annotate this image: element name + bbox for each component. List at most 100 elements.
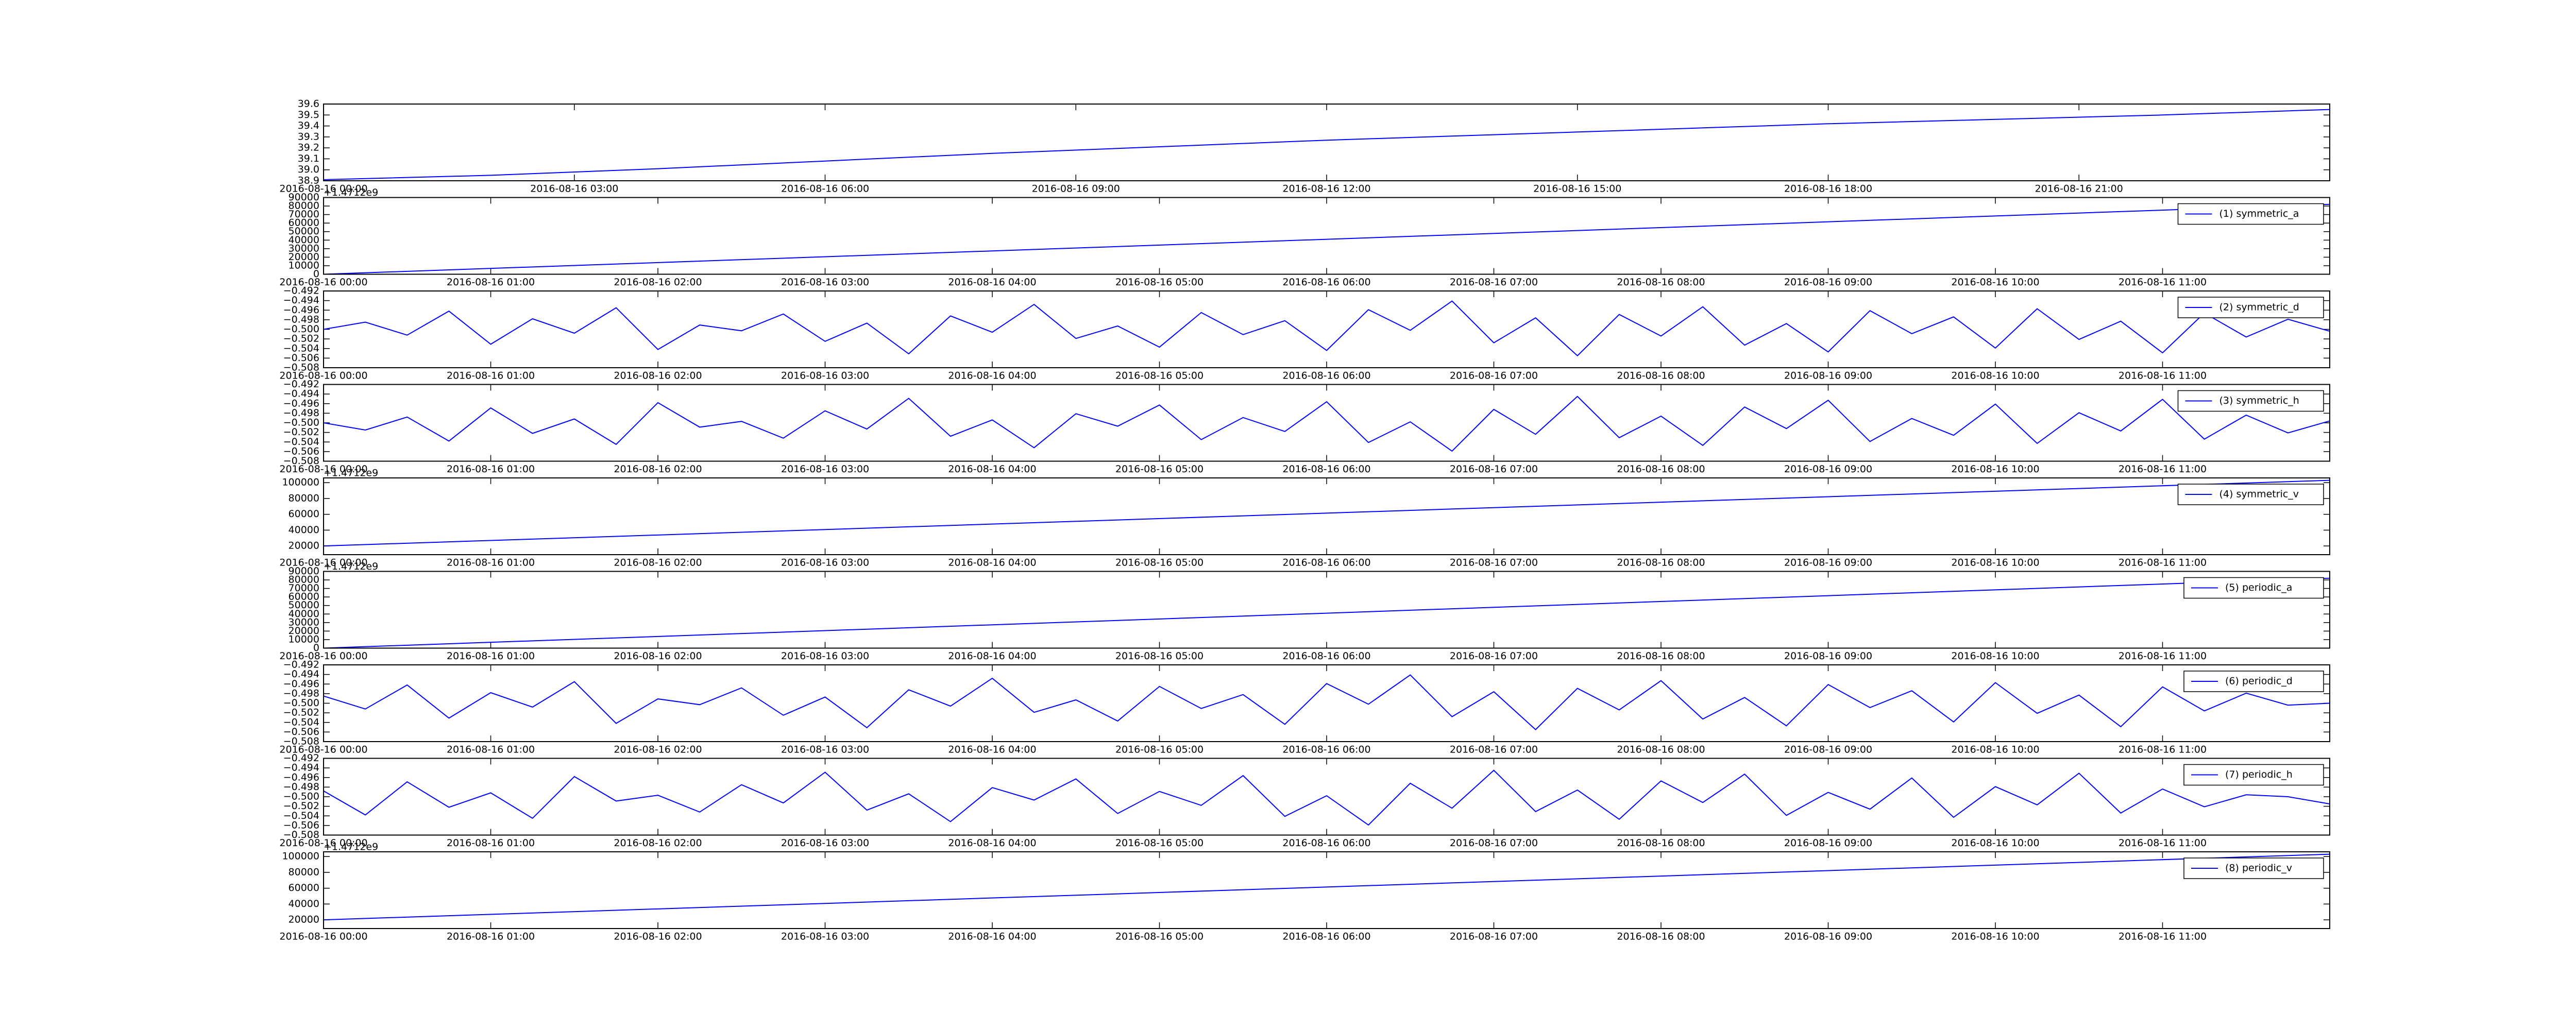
x-tick-label: 2016-08-16 03:00	[530, 183, 618, 195]
y-tick-label: 80000	[289, 866, 319, 878]
plot-area	[324, 291, 2330, 368]
x-tick-label: 2016-08-16 01:00	[447, 370, 535, 382]
y-tick-label: 100000	[282, 851, 319, 862]
y-tick-label: −0.500	[283, 417, 319, 428]
axes-frame	[323, 104, 2330, 181]
y-tick-label: 100000	[282, 477, 319, 488]
x-tick-label: 2016-08-16 10:00	[1951, 931, 2039, 942]
x-tick-label: 2016-08-16 12:00	[1282, 183, 1370, 195]
plot-area	[324, 758, 2330, 835]
series-line	[323, 396, 2330, 452]
x-tick-label: 2016-08-16 07:00	[1450, 931, 1538, 942]
x-tick-label: 2016-08-16 08:00	[1617, 464, 1705, 475]
x-tick-label: 2016-08-16 08:00	[1617, 557, 1705, 569]
x-tick-label: 2016-08-16 04:00	[948, 557, 1036, 569]
y-tick-label: 10000	[289, 633, 319, 645]
x-tick-label: 2016-08-16 07:00	[1450, 837, 1538, 849]
x-tick-label: 2016-08-16 05:00	[1115, 277, 1204, 288]
y-tick-label: −0.494	[283, 295, 319, 306]
x-tick-label: 2016-08-16 09:00	[1784, 557, 1872, 569]
y-offset-label: +1.4712e9	[324, 561, 378, 572]
x-tick-label: 2016-08-16 10:00	[1951, 837, 2039, 849]
x-tick-label: 2016-08-16 07:00	[1450, 370, 1538, 382]
x-tick-label: 2016-08-16 08:00	[1617, 744, 1705, 756]
y-tick-label: −0.506	[283, 819, 319, 831]
y-tick-label: −0.502	[283, 800, 319, 812]
y-tick-label: 39.0	[298, 164, 319, 175]
x-tick-label: 2016-08-16 00:00	[279, 464, 367, 475]
y-tick-label: 90000	[289, 192, 319, 203]
x-tick-label: 2016-08-16 03:00	[781, 557, 869, 569]
y-tick-label: 39.4	[298, 120, 319, 131]
x-tick-label: 2016-08-16 00:00	[279, 650, 367, 662]
y-tick-label: −0.500	[283, 791, 319, 802]
axes-frame	[323, 290, 2330, 368]
x-tick-label: 2016-08-16 00:00	[279, 931, 367, 942]
x-tick-label: 2016-08-16 05:00	[1115, 744, 1204, 756]
x-tick-label: 2016-08-16 01:00	[447, 650, 535, 662]
y-tick-label: 20000	[289, 914, 319, 925]
x-tick-label: 2016-08-16 01:00	[447, 277, 535, 288]
x-tick-label: 2016-08-16 09:00	[1784, 931, 1872, 942]
y-tick-label: 0	[313, 268, 319, 280]
x-tick-label: 2016-08-16 07:00	[1450, 557, 1538, 569]
x-tick-label: 2016-08-16 11:00	[2119, 837, 2207, 849]
x-tick-label: 2016-08-16 07:00	[1450, 464, 1538, 475]
y-tick-label: 39.2	[298, 142, 319, 153]
x-tick-label: 2016-08-16 02:00	[614, 277, 702, 288]
y-tick-label: −0.506	[283, 445, 319, 457]
x-tick-label: 2016-08-16 02:00	[614, 464, 702, 475]
axes-frame	[323, 384, 2330, 462]
series-line	[323, 674, 2330, 731]
y-tick-label: −0.498	[283, 688, 319, 699]
x-tick-label: 2016-08-16 08:00	[1617, 370, 1705, 382]
y-tick-label: 39.1	[298, 153, 319, 164]
x-tick-label: 2016-08-16 09:00	[1784, 464, 1872, 475]
x-tick-label: 2016-08-16 01:00	[447, 931, 535, 942]
x-tick-label: 2016-08-16 08:00	[1617, 931, 1705, 942]
y-tick-label: −0.492	[283, 285, 319, 297]
x-tick-label: 2016-08-16 00:00	[279, 557, 367, 569]
legend-label: (5) periodic_a	[2225, 582, 2292, 593]
y-tick-label: −0.494	[283, 762, 319, 774]
x-tick-label: 2016-08-16 09:00	[1032, 183, 1120, 195]
x-tick-label: 2016-08-16 04:00	[948, 744, 1036, 756]
y-tick-label: 80000	[289, 200, 319, 212]
y-tick-label: 20000	[289, 540, 319, 552]
axes-frame	[323, 571, 2330, 649]
x-tick-label: 2016-08-16 05:00	[1115, 650, 1204, 662]
y-tick-label: −0.492	[283, 659, 319, 671]
y-tick-label: 60000	[289, 217, 319, 229]
y-tick-label: −0.498	[283, 407, 319, 419]
y-offset-label: +1.4712e9	[324, 468, 378, 479]
y-tick-label: 39.3	[298, 131, 319, 142]
y-tick-label: 50000	[289, 599, 319, 611]
y-tick-label: 30000	[289, 616, 319, 628]
y-tick-label: −0.498	[283, 314, 319, 325]
x-tick-label: 2016-08-16 03:00	[781, 744, 869, 756]
x-tick-label: 2016-08-16 02:00	[614, 837, 702, 849]
y-tick-label: 80000	[289, 574, 319, 586]
x-tick-label: 2016-08-16 08:00	[1617, 837, 1705, 849]
y-tick-label: −0.496	[283, 304, 319, 316]
x-tick-label: 2016-08-16 09:00	[1784, 277, 1872, 288]
y-tick-label: −0.496	[283, 398, 319, 409]
plot-area	[324, 852, 2330, 929]
x-tick-label: 2016-08-16 03:00	[781, 931, 869, 942]
x-tick-label: 2016-08-16 02:00	[614, 931, 702, 942]
y-tick-label: −0.502	[283, 707, 319, 718]
y-tick-label: −0.496	[283, 771, 319, 783]
x-tick-label: 2016-08-16 00:00	[279, 183, 367, 195]
x-tick-label: 2016-08-16 18:00	[1784, 183, 1872, 195]
plot-area	[324, 478, 2330, 555]
x-tick-label: 2016-08-16 11:00	[2119, 370, 2207, 382]
x-tick-label: 2016-08-16 10:00	[1951, 277, 2039, 288]
x-tick-label: 2016-08-16 07:00	[1450, 744, 1538, 756]
y-tick-label: 60000	[289, 591, 319, 603]
y-tick-label: −0.492	[283, 379, 319, 390]
axes-frame	[323, 664, 2330, 742]
y-tick-label: 30000	[289, 243, 319, 254]
legend-label: (7) periodic_h	[2225, 769, 2293, 780]
x-tick-label: 2016-08-16 11:00	[2119, 650, 2207, 662]
